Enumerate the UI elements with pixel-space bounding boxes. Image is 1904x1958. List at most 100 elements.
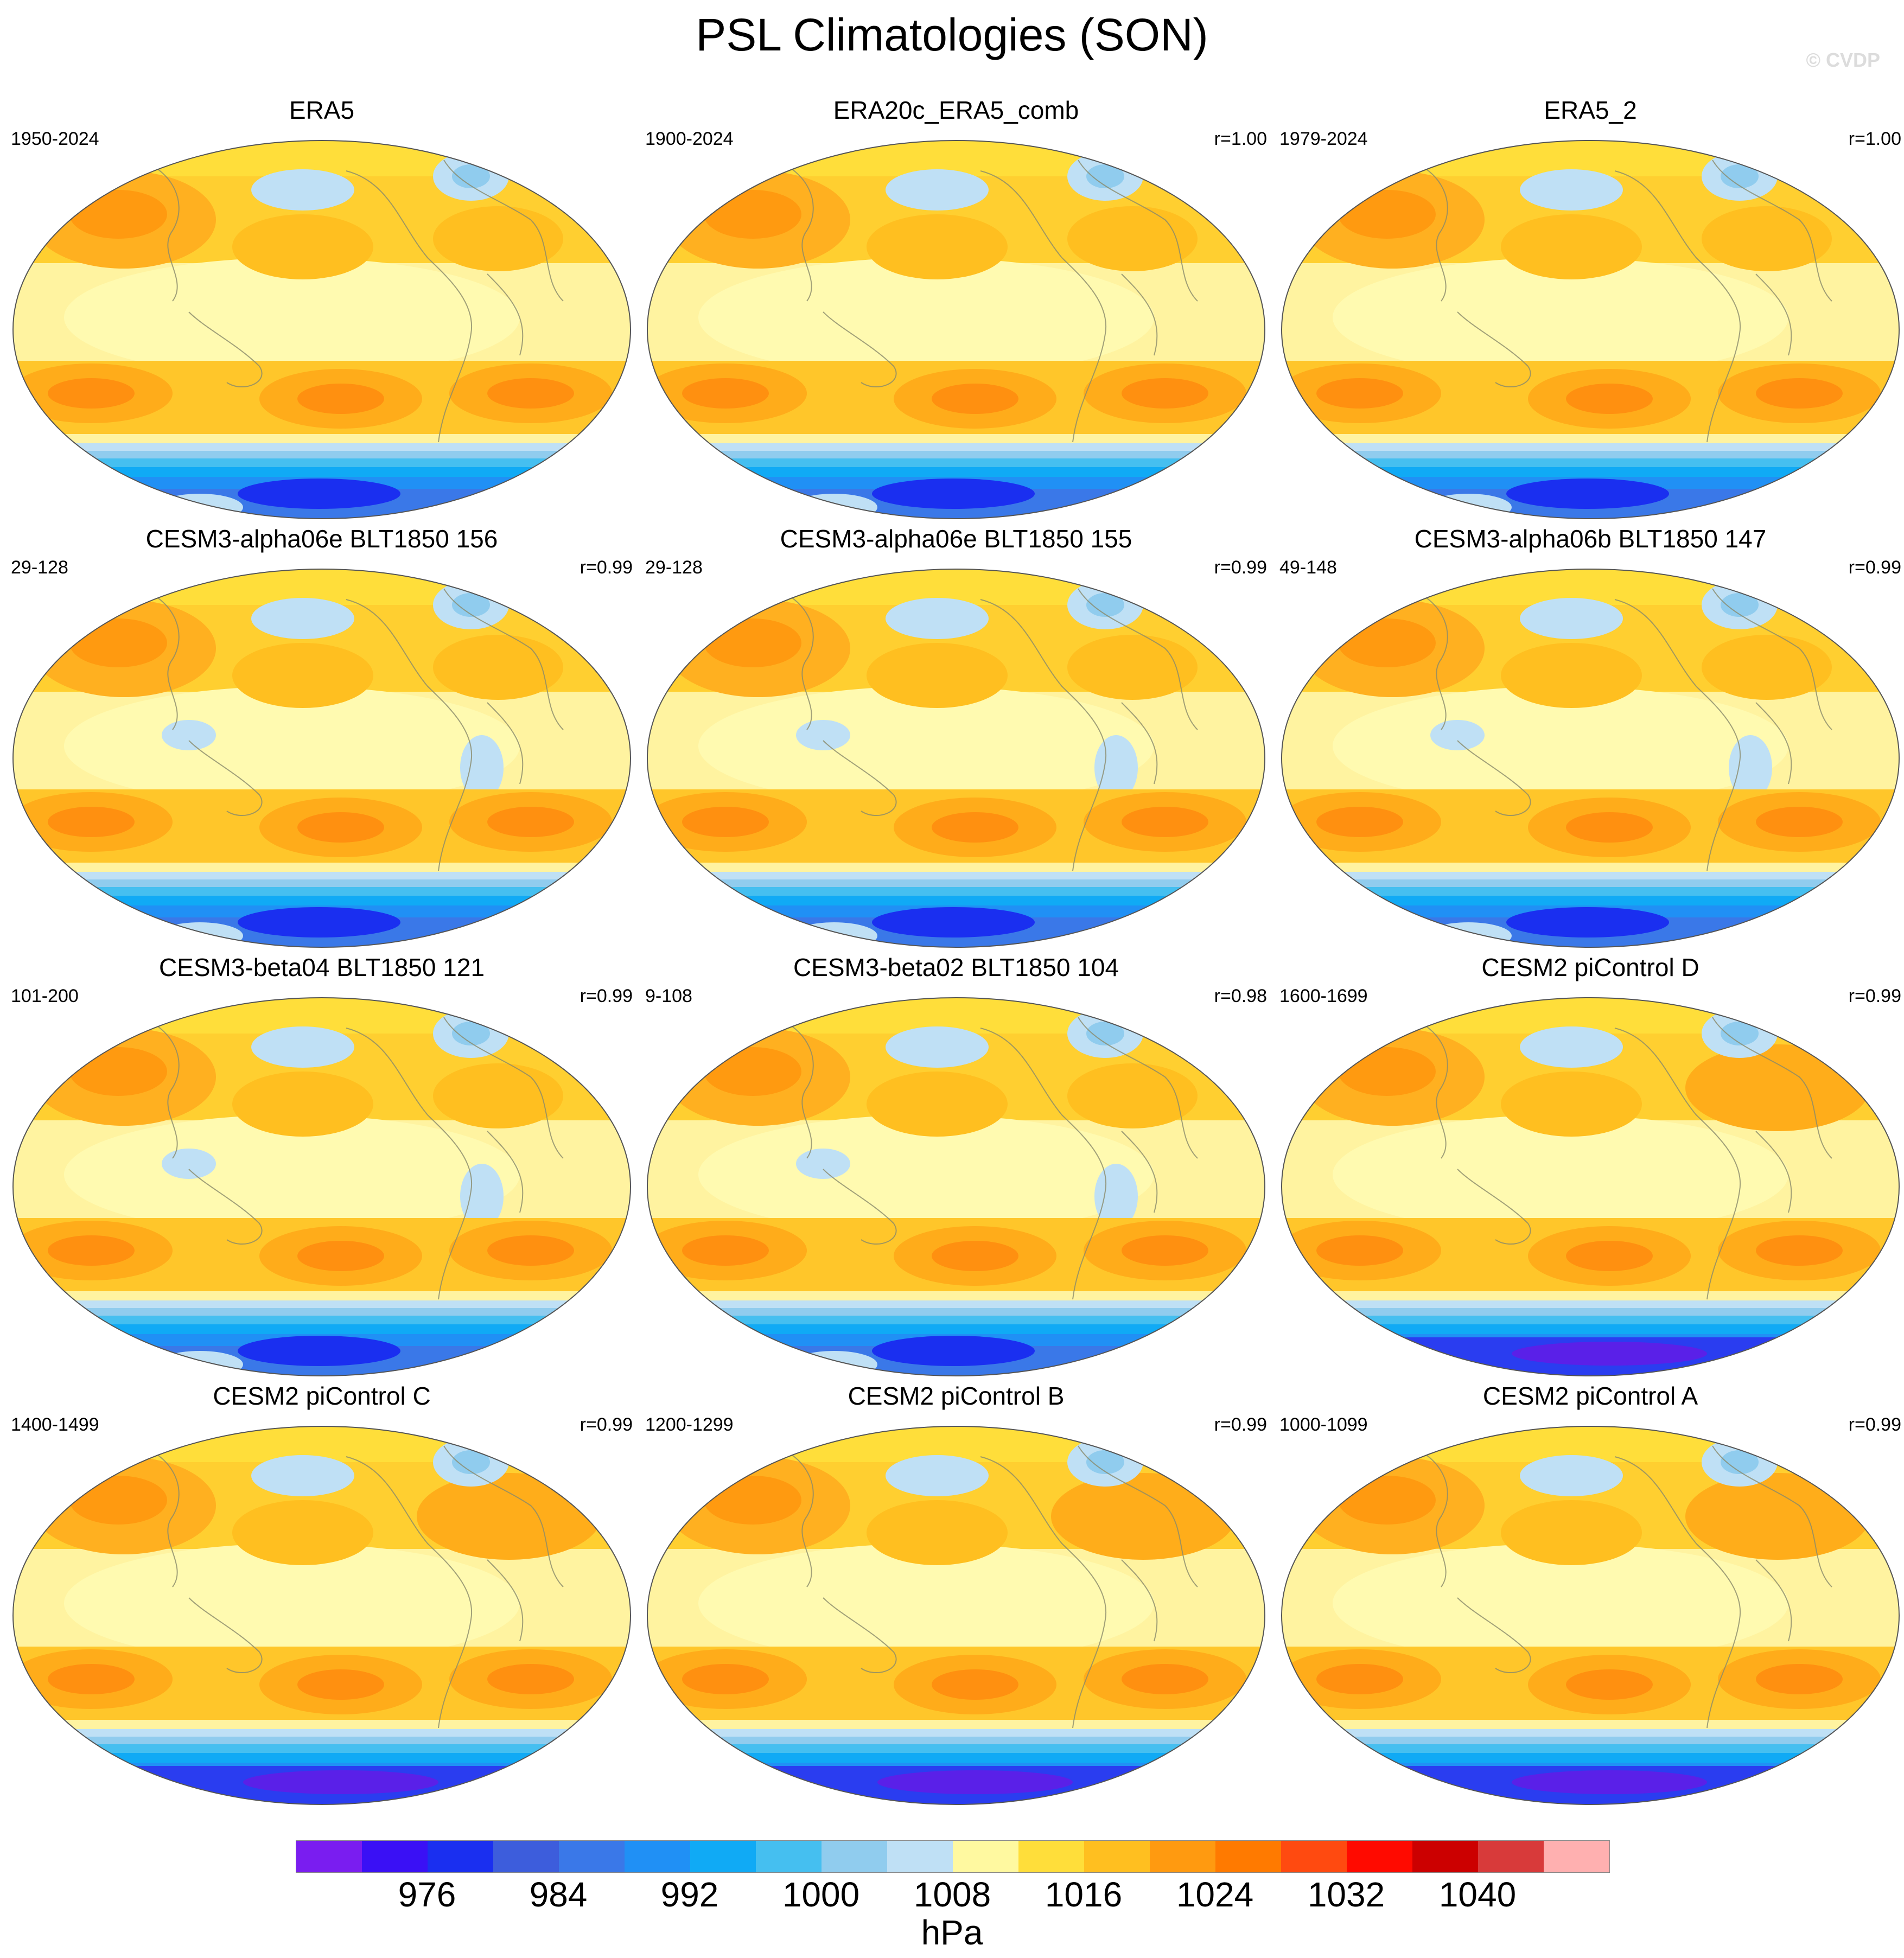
panel-title: CESM3-beta04 BLT1850 121	[158, 953, 485, 981]
map-panel: CESM2 piControl A 1000-1099 r=0.99	[1278, 1381, 1902, 1809]
colorbar-segment	[1018, 1841, 1084, 1872]
colorbar-tick-label: 1000	[782, 1875, 860, 1914]
psl-field	[13, 141, 631, 519]
panel-title: ERA5	[289, 96, 355, 124]
panel-correlation: r=0.99	[580, 986, 633, 1006]
panel-correlation: r=0.99	[1214, 1414, 1267, 1435]
map-panel: CESM3-beta02 BLT1850 104 9-108 r=0.98	[644, 952, 1268, 1381]
psl-map	[1281, 569, 1900, 948]
map-panel: ERA5 1950-2024	[10, 95, 634, 524]
panel-correlation: r=0.99	[1848, 557, 1901, 578]
psl-map	[1281, 1426, 1900, 1805]
colorbar-units: hPa	[921, 1913, 983, 1952]
colorbar-segment	[1412, 1841, 1478, 1872]
psl-field	[647, 569, 1265, 947]
psl-map	[647, 1426, 1265, 1805]
map-panel: CESM3-alpha06e BLT1850 155 29-128 r=0.99	[644, 524, 1268, 952]
panel-title: CESM3-alpha06e BLT1850 155	[780, 525, 1132, 553]
panel-title: CESM2 piControl A	[1482, 1382, 1698, 1410]
panel-years: 1950-2024	[11, 129, 99, 149]
colorbar-tick-label: 1024	[1176, 1875, 1254, 1914]
colorbar-segment	[690, 1841, 756, 1872]
map-panel: CESM3-beta04 BLT1850 121 101-200 r=0.99	[10, 952, 634, 1381]
colorbar-tick-label: 976	[398, 1875, 456, 1914]
panel-years: 1200-1299	[645, 1414, 734, 1435]
psl-map	[647, 569, 1265, 948]
panel-correlation: r=1.00	[1848, 129, 1901, 149]
colorbar-segment	[1478, 1841, 1544, 1872]
psl-field	[1282, 141, 1899, 519]
psl-map	[1281, 140, 1900, 519]
psl-map	[12, 569, 631, 948]
colorbar-segment	[953, 1841, 1018, 1872]
panel-correlation: r=0.99	[580, 557, 633, 578]
panel-years: 9-108	[645, 986, 692, 1006]
map-panel: CESM2 piControl C 1400-1499 r=0.99	[10, 1381, 634, 1809]
map-panel: CESM3-alpha06e BLT1850 156 29-128 r=0.99	[10, 524, 634, 952]
panel-correlation: r=1.00	[1214, 129, 1267, 149]
map-panel: ERA5_2 1979-2024 r=1.00	[1278, 95, 1902, 524]
colorbar-tick-label: 1040	[1438, 1875, 1517, 1914]
map-panel: CESM2 piControl B 1200-1299 r=0.99	[644, 1381, 1268, 1809]
panel-years: 1600-1699	[1279, 986, 1368, 1006]
map-panel: ERA20c_ERA5_comb 1900-2024 r=1.00	[644, 95, 1268, 524]
panel-years: 29-128	[645, 557, 703, 578]
colorbar-tick-label: 1032	[1307, 1875, 1385, 1914]
colorbar	[296, 1840, 1610, 1873]
colorbar-tick-label: 1016	[1045, 1875, 1123, 1914]
colorbar-segment	[1150, 1841, 1215, 1872]
panel-years: 1900-2024	[645, 129, 734, 149]
psl-map	[647, 140, 1265, 519]
colorbar-labels: 976 984 992 1000 1008 1016 1024 1032 1040	[296, 1874, 1609, 1918]
panel-years: 49-148	[1279, 557, 1337, 578]
panel-years: 29-128	[11, 557, 68, 578]
colorbar-segment	[756, 1841, 822, 1872]
watermark: © CVDP	[1806, 49, 1880, 71]
colorbar-segment	[822, 1841, 887, 1872]
psl-field	[647, 1426, 1265, 1804]
panel-title: CESM2 piControl B	[848, 1382, 1065, 1410]
panel-title: ERA5_2	[1544, 96, 1637, 124]
colorbar-segment	[1347, 1841, 1412, 1872]
panel-correlation: r=0.98	[1214, 986, 1267, 1006]
colorbar-tick-label: 992	[660, 1875, 719, 1914]
psl-map	[12, 1426, 631, 1805]
psl-field	[13, 1426, 631, 1804]
map-panel: CESM2 piControl D 1600-1699 r=0.99	[1278, 952, 1902, 1381]
panel-correlation: r=0.99	[1848, 1414, 1901, 1435]
colorbar-segment	[1281, 1841, 1347, 1872]
colorbar-segment	[296, 1841, 362, 1872]
panel-years: 1979-2024	[1279, 129, 1368, 149]
colorbar-segment	[362, 1841, 428, 1872]
panel-title: CESM2 piControl C	[213, 1382, 431, 1410]
map-panel: CESM3-alpha06b BLT1850 147 49-148 r=0.99	[1278, 524, 1902, 952]
psl-map	[647, 997, 1265, 1376]
psl-field	[1282, 1426, 1899, 1804]
panel-years: 1000-1099	[1279, 1414, 1368, 1435]
panel-title: CESM3-alpha06e BLT1850 156	[145, 525, 498, 553]
colorbar-tick-label: 984	[529, 1875, 588, 1914]
panel-title: ERA20c_ERA5_comb	[833, 96, 1079, 124]
panel-title: CESM3-alpha06b BLT1850 147	[1414, 525, 1767, 553]
panel-title: CESM2 piControl D	[1481, 953, 1699, 981]
panel-correlation: r=0.99	[580, 1414, 633, 1435]
psl-map	[12, 997, 631, 1376]
colorbar-segment	[493, 1841, 559, 1872]
panel-correlation: r=0.99	[1848, 986, 1901, 1006]
colorbar-segment	[1084, 1841, 1150, 1872]
psl-map	[1281, 997, 1900, 1376]
colorbar-segment	[625, 1841, 690, 1872]
panel-years: 101-200	[11, 986, 79, 1006]
colorbar-segment	[559, 1841, 625, 1872]
colorbar-segment	[1215, 1841, 1281, 1872]
psl-field	[13, 569, 631, 947]
psl-field	[647, 998, 1265, 1376]
psl-map	[12, 140, 631, 519]
colorbar-segment	[1544, 1841, 1609, 1872]
figure-title: PSL Climatologies (SON)	[696, 9, 1208, 60]
panel-years: 1400-1499	[11, 1414, 99, 1435]
colorbar-tick-label: 1008	[913, 1875, 991, 1914]
panel-correlation: r=0.99	[1214, 557, 1267, 578]
colorbar-segment	[887, 1841, 953, 1872]
panel-title: CESM3-beta02 BLT1850 104	[793, 953, 1119, 981]
